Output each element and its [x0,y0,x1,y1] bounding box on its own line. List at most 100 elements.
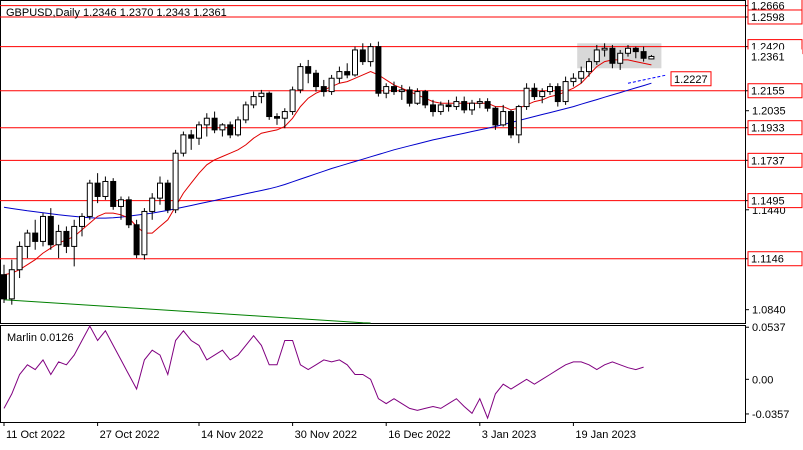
candle-body[interactable] [391,86,397,93]
candle-body[interactable] [547,86,553,93]
candle-body[interactable] [640,51,647,59]
marlin-line [3,324,644,420]
candle-body[interactable] [383,86,390,94]
candle-body[interactable] [55,230,62,246]
candle-body[interactable] [305,66,312,74]
candle-body[interactable] [437,104,444,113]
candle-body[interactable] [274,116,280,119]
x-tick-label: 11 Oct 2022 [6,429,65,441]
candle-body[interactable] [281,111,288,119]
candle-body[interactable] [593,49,600,63]
candle-body[interactable] [601,47,608,51]
osc-tick-label: 0.0537 [752,322,786,334]
candle-body[interactable] [313,72,319,88]
candle-body[interactable] [523,87,530,108]
candle-body[interactable] [102,180,109,197]
candle-body[interactable] [617,52,624,64]
candle-body[interactable] [258,92,265,98]
candle-body[interactable] [367,46,374,63]
candle-body[interactable] [211,117,218,131]
main-price-panel[interactable]: 1.20351.14401.08401.26661.25981.24201.21… [0,0,803,324]
candle-body[interactable] [484,101,491,109]
candle-body[interactable] [196,124,202,139]
candle-body[interactable] [203,117,210,126]
candle-body[interactable] [180,134,187,154]
candle-body[interactable] [344,71,351,76]
candle-body[interactable] [71,225,78,247]
candle-body[interactable] [578,71,585,79]
candle-body[interactable] [570,77,577,83]
candle-body[interactable] [219,124,226,131]
candle-body[interactable] [141,210,148,256]
candle-body[interactable] [359,49,366,63]
candle-body[interactable] [531,87,538,98]
candle-body[interactable] [235,119,241,136]
oscillator-panel-frame [0,325,746,423]
candle-body[interactable] [539,91,546,98]
candle-body[interactable] [125,199,132,226]
candle-body[interactable] [422,91,429,106]
osc-tick-label: 0.00 [752,374,773,386]
candle-body[interactable] [453,101,460,108]
candle-body[interactable] [47,215,54,246]
x-tick-label: 16 Dec 2022 [388,429,450,441]
chart-symbol-header: GBPUSD,Daily 1.2346 1.2370 1.2343 1.2361 [6,7,227,19]
candle-body[interactable] [297,66,304,91]
candle-body[interactable] [188,134,195,139]
candle-body[interactable] [79,215,85,227]
candle-body[interactable] [110,180,117,207]
candle-body[interactable] [32,232,39,242]
candle-body[interactable] [406,89,413,104]
candle-body[interactable] [172,152,179,211]
candle-body[interactable] [508,111,514,136]
forecast-line [627,74,668,84]
level-label: 1.1933 [751,123,785,135]
candle-body[interactable] [500,111,507,126]
candle-body[interactable] [118,199,124,207]
candle-body[interactable] [242,104,249,121]
candle-body[interactable] [461,101,468,111]
candle-body[interactable] [352,49,358,76]
candle-body[interactable] [562,81,569,103]
candle-body[interactable] [476,101,483,104]
candle-body[interactable] [266,92,273,118]
candle-body[interactable] [1,274,7,300]
candle-body[interactable] [648,55,655,60]
oscillator-label: Marlin 0.0126 [7,332,74,344]
candle-body[interactable] [94,182,101,197]
x-tick-label: 30 Nov 2022 [295,429,357,441]
candle-body[interactable] [40,215,46,242]
candle-body[interactable] [625,47,631,54]
candle-body[interactable] [414,91,421,104]
candle-body[interactable] [632,47,639,53]
candle-body[interactable] [164,182,171,211]
candle-body[interactable] [375,46,382,94]
candle-body[interactable] [469,102,475,111]
candle-body[interactable] [445,104,452,108]
candle-body[interactable] [289,89,296,113]
candle-body[interactable] [16,245,23,271]
candle-body[interactable] [320,86,327,93]
level-label: 1.1737 [751,155,785,167]
candle-body[interactable] [492,107,499,126]
candle-body[interactable] [227,124,234,136]
candle-body[interactable] [250,96,257,106]
candle-body[interactable] [63,230,70,247]
candle-body[interactable] [515,106,522,136]
candle-body[interactable] [157,182,163,199]
candle-body[interactable] [133,224,140,256]
candle-body[interactable] [609,47,616,64]
level-label: 1.1495 [751,196,785,208]
candle-body[interactable] [149,197,156,212]
oscillator-panel[interactable]: 0.0537 0.00 -0.0357 [0,322,790,423]
candle-body[interactable] [586,61,592,73]
candle-body[interactable] [336,71,343,79]
candle-body[interactable] [8,269,15,300]
candle-body[interactable] [86,182,93,217]
candle-body[interactable] [328,77,335,93]
candle-body[interactable] [24,232,31,247]
candle-body[interactable] [398,89,405,93]
candle-body[interactable] [554,86,561,103]
candle-body[interactable] [430,104,436,113]
